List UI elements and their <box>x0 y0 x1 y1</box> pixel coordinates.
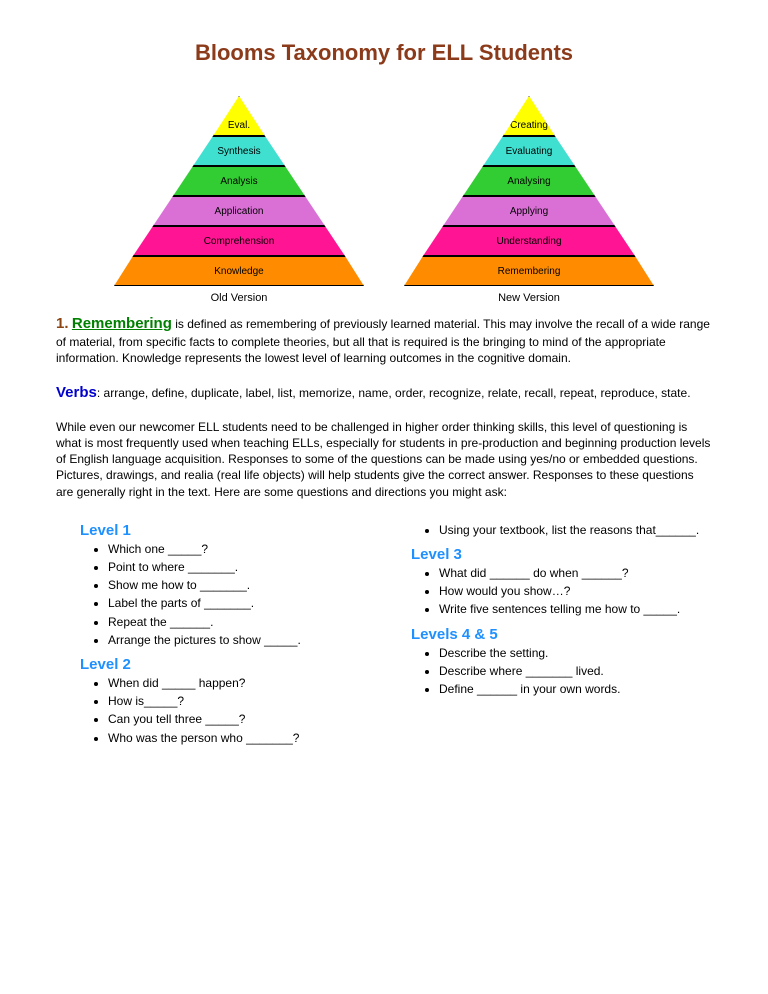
pyramid-level: Applying <box>443 196 615 226</box>
pyramid-level-label: Analysis <box>220 176 257 187</box>
pyramid-level: Creating <box>503 96 555 136</box>
list-item: How is_____? <box>108 693 381 709</box>
verbs-paragraph: Verbs: arrange, define, duplicate, label… <box>56 383 712 403</box>
right-column: Using your textbook, list the reasons th… <box>411 516 712 754</box>
pyramid-new-shape: Creating Evaluating Analysing Applying Under… <box>404 96 654 286</box>
pyramid-level: Synthesis <box>193 136 285 166</box>
pyramid-level: Eval. <box>213 96 265 136</box>
level1-list: Which one _____? Point to where _______. S… <box>80 541 381 648</box>
pyramids-container: Eval. Synthesis Analysis Application Compreh… <box>56 96 712 304</box>
pyramid-level-label: Application <box>215 206 264 217</box>
list-item: Arrange the pictures to show _____. <box>108 632 381 648</box>
pyramid-level: Remembering <box>404 256 654 286</box>
columns: Level 1 Which one _____? Point to where _… <box>56 516 712 754</box>
level45-heading: Levels 4 & 5 <box>411 626 712 643</box>
pyramid-level-label: Knowledge <box>214 266 263 277</box>
pyramid-level: Analysis <box>173 166 305 196</box>
pyramid-old-caption: Old Version <box>211 292 268 304</box>
list-item: What did ______ do when ______? <box>439 565 712 581</box>
pyramid-level-label: Remembering <box>498 266 561 277</box>
pyramid-level-label: Applying <box>510 206 548 217</box>
level1-heading: Level 1 <box>80 522 381 539</box>
page: Blooms Taxonomy for ELL Students Eval. Sy… <box>0 0 768 774</box>
pyramid-level-label: Understanding <box>496 236 561 247</box>
pyramid-level-label: Analysing <box>507 176 550 187</box>
level3-list: What did ______ do when ______? How would… <box>411 565 712 618</box>
pyramid-new: Creating Evaluating Analysing Applying Under… <box>404 96 654 304</box>
level2-continued-list: Using your textbook, list the reasons th… <box>411 522 712 538</box>
pyramid-level: Evaluating <box>483 136 575 166</box>
list-item: How would you show…? <box>439 583 712 599</box>
level45-list: Describe the setting. Describe where ____… <box>411 645 712 698</box>
section-number: 1. <box>56 315 69 332</box>
pyramid-level-label: Synthesis <box>217 146 260 157</box>
verbs-colon: : <box>97 386 104 400</box>
pyramid-level-label: Creating <box>510 120 548 131</box>
list-item: Using your textbook, list the reasons th… <box>439 522 712 538</box>
pyramid-level-label: Evaluating <box>506 146 553 157</box>
verbs-label: Verbs <box>56 384 97 401</box>
page-title: Blooms Taxonomy for ELL Students <box>56 40 712 66</box>
list-item: Write five sentences telling me how to _… <box>439 601 712 617</box>
pyramid-level: Knowledge <box>114 256 364 286</box>
list-item: When did _____ happen? <box>108 675 381 691</box>
list-item: Point to where _______. <box>108 559 381 575</box>
pyramid-level: Analysing <box>463 166 595 196</box>
level2-heading: Level 2 <box>80 656 381 673</box>
left-column: Level 1 Which one _____? Point to where _… <box>56 516 381 754</box>
list-item: Which one _____? <box>108 541 381 557</box>
list-item: Define ______ in your own words. <box>439 681 712 697</box>
ell-paragraph: While even our newcomer ELL students nee… <box>56 419 712 500</box>
pyramid-old-shape: Eval. Synthesis Analysis Application Compreh… <box>114 96 364 286</box>
list-item: Describe the setting. <box>439 645 712 661</box>
pyramid-new-caption: New Version <box>498 292 560 304</box>
pyramid-level-label: Eval. <box>228 120 250 131</box>
pyramid-level: Understanding <box>423 226 635 256</box>
list-item: Can you tell three _____? <box>108 711 381 727</box>
pyramid-level: Application <box>153 196 325 226</box>
pyramid-level-label: Comprehension <box>204 236 275 247</box>
level2-list: When did _____ happen? How is_____? Can yo… <box>80 675 381 746</box>
list-item: Label the parts of _______. <box>108 595 381 611</box>
pyramid-old: Eval. Synthesis Analysis Application Compreh… <box>114 96 364 304</box>
list-item: Repeat the ______. <box>108 614 381 630</box>
list-item: Describe where _______ lived. <box>439 663 712 679</box>
list-item: Show me how to _______. <box>108 577 381 593</box>
pyramid-level: Comprehension <box>133 226 345 256</box>
remembering-heading: Remembering <box>72 315 172 332</box>
level3-heading: Level 3 <box>411 546 712 563</box>
remembering-paragraph: 1. Remembering is defined as remembering… <box>56 314 712 367</box>
list-item: Who was the person who _______? <box>108 730 381 746</box>
verbs-list: arrange, define, duplicate, label, list,… <box>104 386 691 400</box>
